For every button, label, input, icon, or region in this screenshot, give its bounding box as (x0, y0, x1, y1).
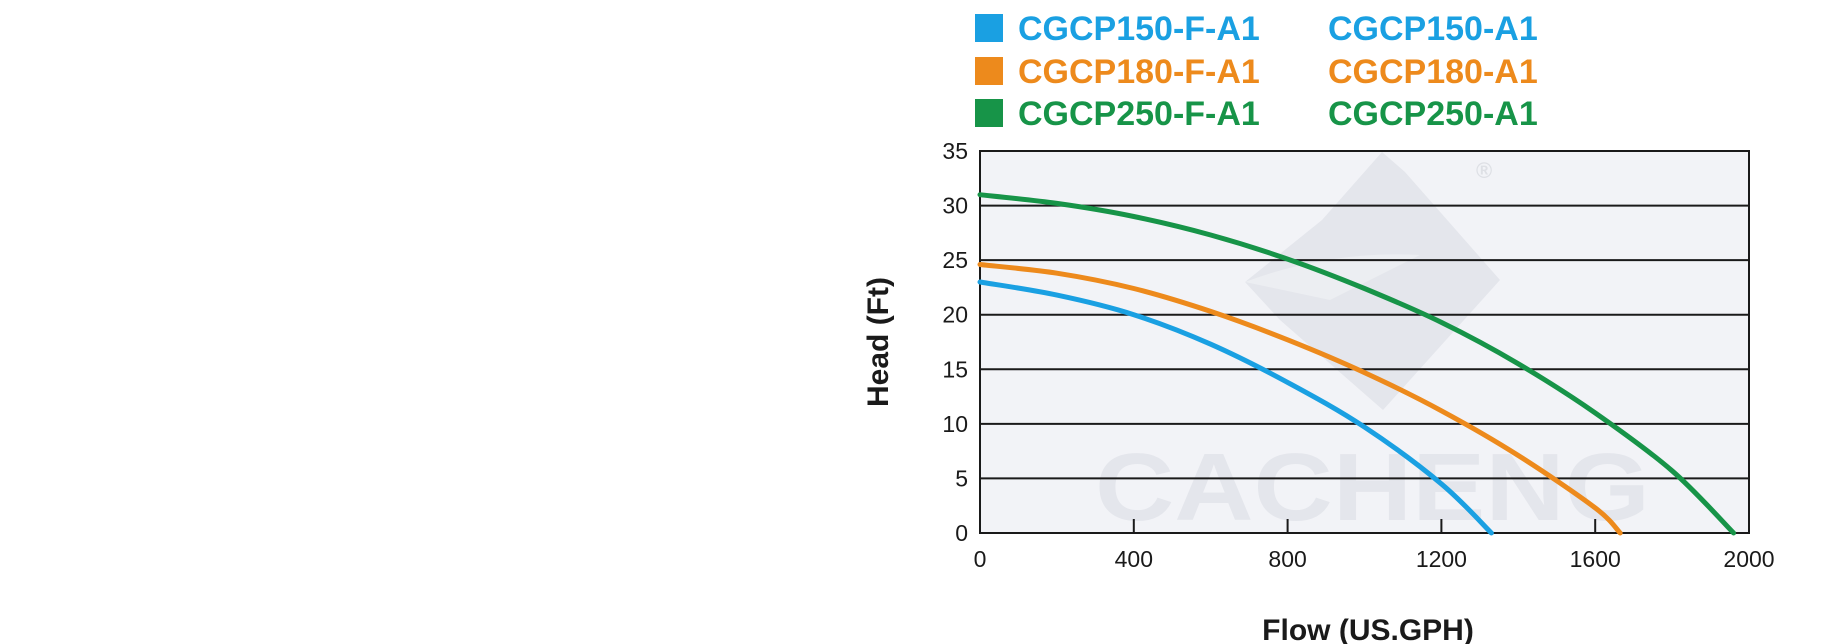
x-axis-title: Flow (US.GPH) (1262, 614, 1474, 644)
y-tick-label: 20 (942, 302, 968, 328)
series-line-cgcp180-f-a1 (977, 262, 1623, 536)
watermark-text: CACHENG (1095, 434, 1650, 541)
legend-label-alt: CGCP250-A1 (1328, 95, 1538, 133)
y-tick-label: 0 (955, 520, 968, 546)
legend-swatch (975, 99, 1003, 127)
series-line-cgcp150-f-a1 (977, 279, 1494, 536)
legend-swatch (975, 57, 1003, 85)
series-line-cgcp250-f-a1 (977, 192, 1737, 536)
y-tick-label: 10 (942, 411, 968, 437)
x-axis: 0 400 800 1200 1600 2000 (974, 519, 1775, 572)
y-tick-label: 15 (942, 356, 968, 382)
x-tick-label: 1600 (1570, 546, 1621, 572)
watermark-logo-icon (1245, 152, 1500, 410)
y-axis: 0 5 10 15 20 25 30 35 (942, 138, 968, 546)
x-tick-label: 0 (974, 546, 987, 572)
legend-label: CGCP250-F-A1 (1018, 95, 1260, 133)
legend-label-alt: CGCP150-A1 (1328, 10, 1538, 48)
x-tick-label: 2000 (1723, 546, 1774, 572)
grid-lines (980, 204, 1749, 480)
y-axis-title: Head (Ft) (862, 277, 895, 407)
x-tick-label: 800 (1268, 546, 1306, 572)
y-tick-label: 35 (942, 138, 968, 164)
watermark-registered-mark: ® (1476, 158, 1492, 183)
plot-frame (979, 150, 1750, 534)
y-tick-label: 5 (955, 465, 968, 491)
y-tick-label: 25 (942, 247, 968, 273)
x-tick-label: 1200 (1416, 546, 1467, 572)
y-tick-label: 30 (942, 193, 968, 219)
legend-swatch (975, 14, 1003, 42)
x-tick-label: 400 (1115, 546, 1153, 572)
series-lines (977, 192, 1737, 536)
legend: CGCP150-F-A1 CGCP150-A1 CGCP180-F-A1 CGCP18… (975, 10, 1538, 133)
legend-label: CGCP180-F-A1 (1018, 53, 1260, 91)
legend-label-alt: CGCP180-A1 (1328, 53, 1538, 91)
watermark: CACHENG ® (1095, 152, 1650, 541)
legend-label: CGCP150-F-A1 (1018, 10, 1260, 48)
